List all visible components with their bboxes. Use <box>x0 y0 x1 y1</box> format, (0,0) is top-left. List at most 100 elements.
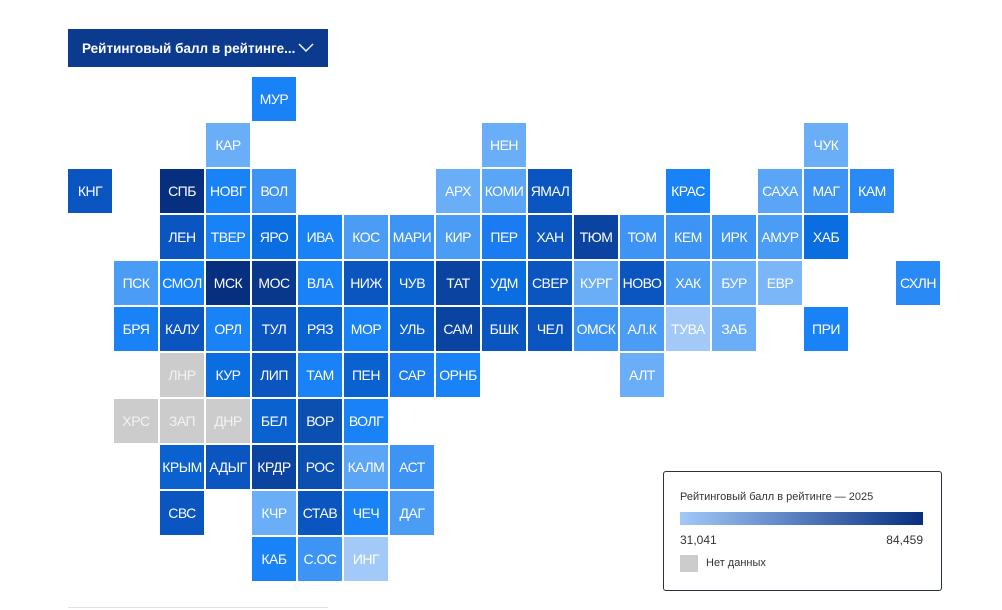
region-tile[interactable]: СХЛН <box>896 261 940 305</box>
region-tile[interactable]: ПЕН <box>344 353 388 397</box>
region-tile[interactable]: КРДР <box>252 445 296 489</box>
region-tile[interactable]: БРЯ <box>114 307 158 351</box>
region-tile[interactable]: УДМ <box>482 261 526 305</box>
region-tile[interactable]: КИР <box>436 215 480 259</box>
region-tile[interactable]: САМ <box>436 307 480 351</box>
region-tile[interactable]: ПСК <box>114 261 158 305</box>
region-tile[interactable]: ВОЛГ <box>344 399 388 443</box>
region-tile[interactable]: РЯЗ <box>298 307 342 351</box>
region-tile[interactable]: КУРГ <box>574 261 618 305</box>
region-tile[interactable]: БЕЛ <box>252 399 296 443</box>
region-tile[interactable]: УЛЬ <box>390 307 434 351</box>
region-tile[interactable]: КОМИ <box>482 169 526 213</box>
region-tile[interactable]: ЧУВ <box>390 261 434 305</box>
region-tile[interactable]: ЛИП <box>252 353 296 397</box>
region-tile[interactable]: ЛЕН <box>160 215 204 259</box>
region-tile[interactable]: СПБ <box>160 169 204 213</box>
region-tile[interactable]: МАГ <box>804 169 848 213</box>
region-tile[interactable]: ЗАБ <box>712 307 756 351</box>
region-tile[interactable]: ИВА <box>298 215 342 259</box>
region-tile[interactable]: КАЛУ <box>160 307 204 351</box>
region-tile[interactable]: НОВО <box>620 261 664 305</box>
no-data-swatch <box>680 555 698 572</box>
region-tile[interactable]: ХРС <box>114 399 158 443</box>
region-tile[interactable]: СМОЛ <box>160 261 204 305</box>
region-tile[interactable]: КНГ <box>68 169 112 213</box>
region-tile[interactable]: ТВЕР <box>206 215 250 259</box>
legend-title: Рейтинговый балл в рейтинге — 2025 <box>680 491 874 503</box>
region-tile[interactable]: БШК <box>482 307 526 351</box>
region-tile[interactable]: ЛНР <box>160 353 204 397</box>
region-tile[interactable]: ЕВР <box>758 261 802 305</box>
region-tile[interactable]: ОРЛ <box>206 307 250 351</box>
region-tile[interactable]: ИНГ <box>344 537 388 581</box>
region-tile[interactable]: НОВГ <box>206 169 250 213</box>
indicator-dropdown-label: Рейтинговый балл в рейтинге... <box>82 40 296 56</box>
region-tile[interactable]: САР <box>390 353 434 397</box>
region-tile[interactable]: КАБ <box>252 537 296 581</box>
legend: Рейтинговый балл в рейтинге — 2025 31,04… <box>663 471 942 591</box>
region-tile[interactable]: АДЫГ <box>206 445 250 489</box>
region-tile[interactable]: МАРИ <box>390 215 434 259</box>
region-tile[interactable]: КРЫМ <box>160 445 204 489</box>
region-tile[interactable]: МОР <box>344 307 388 351</box>
region-tile[interactable]: КАЛМ <box>344 445 388 489</box>
region-tile[interactable]: ТАТ <box>436 261 480 305</box>
region-tile[interactable]: ВОР <box>298 399 342 443</box>
region-tile[interactable]: ХАБ <box>804 215 848 259</box>
region-tile[interactable]: АРХ <box>436 169 480 213</box>
region-tile[interactable]: ВЛА <box>298 261 342 305</box>
region-tile[interactable]: ОМСК <box>574 307 618 351</box>
region-tile[interactable]: АСТ <box>390 445 434 489</box>
region-tile[interactable]: КЕМ <box>666 215 710 259</box>
region-tile[interactable]: КЧР <box>252 491 296 535</box>
region-tile[interactable]: ЯРО <box>252 215 296 259</box>
region-tile[interactable]: ЗАП <box>160 399 204 443</box>
legend-max: 84,459 <box>886 533 923 547</box>
chevron-down-icon <box>298 43 314 52</box>
region-tile[interactable]: ТУВА <box>666 307 710 351</box>
region-tile[interactable]: ТАМ <box>298 353 342 397</box>
region-tile[interactable]: ТЮМ <box>574 215 618 259</box>
region-tile[interactable]: САХА <box>758 169 802 213</box>
region-tile[interactable]: ДНР <box>206 399 250 443</box>
region-tile[interactable]: ЧУК <box>804 123 848 167</box>
divider <box>68 607 328 608</box>
region-tile[interactable]: ТУЛ <box>252 307 296 351</box>
region-tile[interactable]: КРАС <box>666 169 710 213</box>
region-tile[interactable]: СВС <box>160 491 204 535</box>
region-tile[interactable]: ХАК <box>666 261 710 305</box>
region-tile[interactable]: ВОЛ <box>252 169 296 213</box>
region-tile[interactable]: АЛТ <box>620 353 664 397</box>
region-tile[interactable]: НИЖ <box>344 261 388 305</box>
region-tile[interactable]: ДАГ <box>390 491 434 535</box>
region-tile[interactable]: РОС <box>298 445 342 489</box>
legend-min: 31,041 <box>680 533 717 547</box>
region-tile[interactable]: ПРИ <box>804 307 848 351</box>
region-tile[interactable]: КУР <box>206 353 250 397</box>
region-tile[interactable]: ЧЕЛ <box>528 307 572 351</box>
region-tile[interactable]: ОРНБ <box>436 353 480 397</box>
region-tile[interactable]: МУР <box>252 77 296 121</box>
region-tile[interactable]: СТАВ <box>298 491 342 535</box>
indicator-dropdown[interactable]: Рейтинговый балл в рейтинге... <box>68 29 328 67</box>
region-tile[interactable]: ЯМАЛ <box>528 169 572 213</box>
region-tile[interactable]: БУР <box>712 261 756 305</box>
region-tile[interactable]: АЛ.К <box>620 307 664 351</box>
region-tile[interactable]: КОС <box>344 215 388 259</box>
region-tile[interactable]: ТОМ <box>620 215 664 259</box>
region-tile[interactable]: АМУР <box>758 215 802 259</box>
no-data-label: Нет данных <box>706 557 766 569</box>
region-tile[interactable]: МСК <box>206 261 250 305</box>
region-tile[interactable]: МОС <box>252 261 296 305</box>
region-tile[interactable]: КАМ <box>850 169 894 213</box>
legend-gradient-bar <box>680 512 923 525</box>
region-tile[interactable]: НЕН <box>482 123 526 167</box>
region-tile[interactable]: СВЕР <box>528 261 572 305</box>
region-tile[interactable]: ПЕР <box>482 215 526 259</box>
region-tile[interactable]: ХАН <box>528 215 572 259</box>
region-tile[interactable]: ИРК <box>712 215 756 259</box>
region-tile[interactable]: КАР <box>206 123 250 167</box>
region-tile[interactable]: ЧЕЧ <box>344 491 388 535</box>
region-tile[interactable]: С.ОС <box>298 537 342 581</box>
